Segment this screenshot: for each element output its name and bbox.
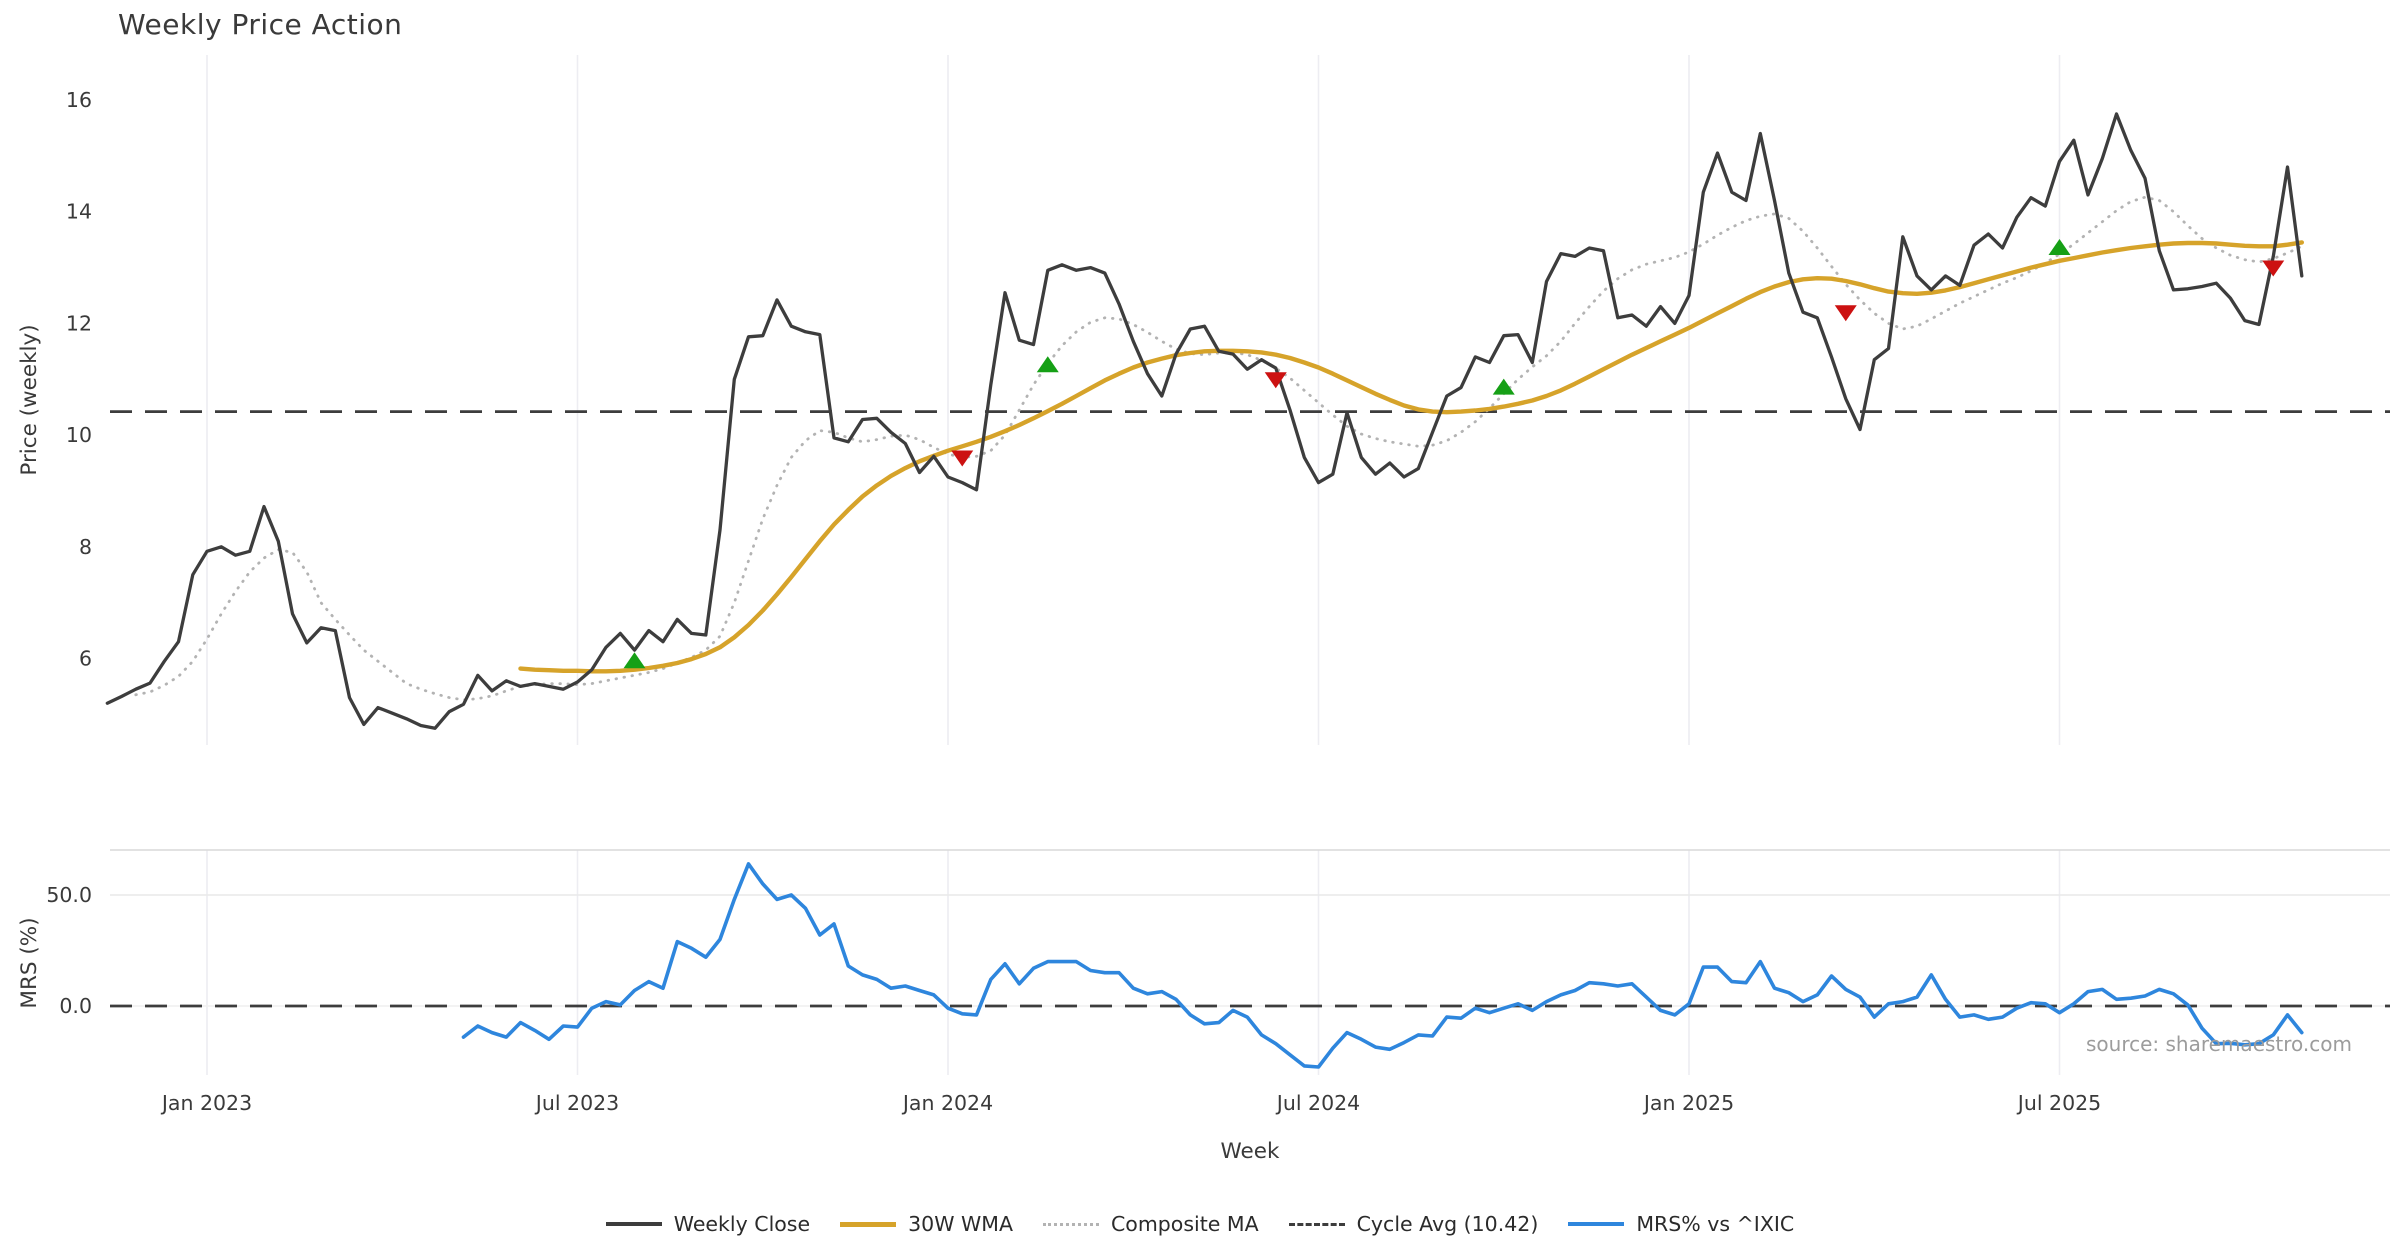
legend-item: Composite MA: [1042, 1212, 1259, 1236]
legend-label: MRS% vs ^IXIC: [1636, 1212, 1795, 1236]
legend-item: 30W WMA: [840, 1212, 1013, 1236]
legend-label: Cycle Avg (10.42): [1356, 1212, 1539, 1236]
legend-item: Cycle Avg (10.42): [1288, 1212, 1539, 1236]
solid-gold-legend-swatch-icon: [840, 1221, 897, 1227]
x-axis-label: Week: [1221, 1139, 1280, 1164]
mrs-line: [461, 862, 2304, 1069]
x-tick-label: Jul 2025: [2016, 1091, 2101, 1115]
price-y-tick-label: 6: [79, 647, 92, 671]
mrs-y-tick-label: 0.0: [59, 994, 92, 1018]
legend-label: 30W WMA: [908, 1212, 1013, 1236]
chart-legend: Weekly Close 30W WMA Composite MA Cycle Avg…: [0, 1212, 2400, 1236]
x-tick-label: Jul 2024: [1275, 1091, 1360, 1115]
price-y-tick-label: 14: [66, 200, 92, 224]
sell-marker: [1834, 305, 1857, 322]
mrs-y-tick-label: 50.0: [46, 883, 92, 907]
x-tick-label: Jan 2025: [1642, 1091, 1734, 1115]
composite-ma-line: [134, 195, 2304, 702]
chart-title: Weekly Price Action: [118, 8, 403, 41]
legend-label: Weekly Close: [673, 1212, 811, 1236]
solid-dark-legend-swatch-icon: [605, 1222, 662, 1226]
price-y-tick-label: 8: [79, 535, 92, 559]
buy-marker: [623, 652, 646, 669]
sell-marker: [2262, 260, 2285, 277]
buy-marker: [1492, 378, 1515, 395]
x-tick-label: Jan 2024: [901, 1091, 993, 1115]
legend-item: MRS% vs ^IXIC: [1568, 1212, 1794, 1236]
weekly-close-line: [105, 112, 2304, 730]
price-y-axis-label: Price (weekly): [17, 324, 42, 475]
source-note: source: sharemaestro.com: [2086, 1032, 2352, 1056]
price-y-tick-label: 10: [66, 423, 92, 447]
buy-marker: [1036, 356, 1059, 373]
price-y-tick-label: 16: [66, 88, 92, 112]
x-tick-label: Jan 2023: [160, 1091, 252, 1115]
wma-30w-line: [518, 240, 2305, 674]
legend-label: Composite MA: [1110, 1212, 1259, 1236]
mrs-y-axis-label: MRS (%): [17, 917, 42, 1008]
price-y-tick-label: 12: [66, 311, 92, 335]
buy-marker: [2048, 239, 2071, 256]
dashed-dark-legend-swatch-icon: [1288, 1222, 1345, 1226]
sell-marker: [1264, 372, 1287, 389]
sell-marker: [951, 450, 974, 467]
legend-item: Weekly Close: [605, 1212, 811, 1236]
dotted-gray-legend-swatch-icon: [1042, 1222, 1099, 1226]
x-tick-label: Jul 2023: [534, 1091, 619, 1115]
solid-blue-legend-swatch-icon: [1568, 1222, 1625, 1226]
